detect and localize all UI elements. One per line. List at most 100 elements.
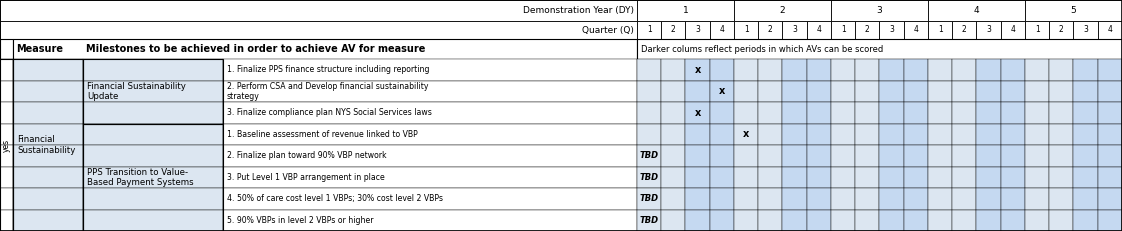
Bar: [1097, 188, 1122, 210]
Text: 3. Finalize compliance plan NYS Social Services laws: 3. Finalize compliance plan NYS Social S…: [227, 108, 432, 117]
Bar: [880, 145, 903, 167]
Bar: [831, 21, 855, 39]
Bar: [831, 167, 855, 188]
Text: 3: 3: [890, 25, 894, 34]
Bar: [223, 102, 637, 124]
Bar: [782, 188, 807, 210]
Bar: [1097, 59, 1122, 80]
Bar: [710, 124, 734, 145]
Bar: [758, 59, 782, 80]
Bar: [83, 59, 223, 80]
Bar: [976, 21, 1001, 39]
Bar: [903, 21, 928, 39]
Bar: [13, 188, 83, 210]
Bar: [1026, 0, 1122, 21]
Bar: [0, 80, 13, 102]
Text: Darker colums reflect periods in which AVs can be scored: Darker colums reflect periods in which A…: [641, 45, 883, 54]
Text: TBD: TBD: [640, 216, 659, 225]
Bar: [953, 80, 976, 102]
Bar: [637, 21, 661, 39]
Bar: [831, 102, 855, 124]
Bar: [782, 59, 807, 80]
Text: Measure: Measure: [16, 44, 63, 54]
Text: 3: 3: [792, 25, 797, 34]
Bar: [855, 21, 880, 39]
Bar: [83, 80, 223, 102]
Bar: [855, 80, 880, 102]
Bar: [880, 124, 903, 145]
Bar: [1026, 167, 1049, 188]
Bar: [758, 124, 782, 145]
Bar: [223, 210, 637, 231]
Text: x: x: [695, 108, 701, 118]
Bar: [758, 21, 782, 39]
Bar: [661, 21, 686, 39]
Bar: [903, 124, 928, 145]
Bar: [953, 167, 976, 188]
Bar: [1074, 21, 1097, 39]
Bar: [976, 59, 1001, 80]
Text: 3: 3: [696, 25, 700, 34]
Bar: [1074, 102, 1097, 124]
Bar: [13, 167, 83, 188]
Bar: [976, 167, 1001, 188]
Bar: [734, 59, 758, 80]
Bar: [734, 0, 831, 21]
Bar: [903, 59, 928, 80]
Bar: [880, 80, 903, 102]
Bar: [855, 102, 880, 124]
Bar: [83, 124, 223, 145]
Bar: [953, 124, 976, 145]
Bar: [1026, 80, 1049, 102]
Bar: [903, 145, 928, 167]
Bar: [903, 80, 928, 102]
Bar: [855, 145, 880, 167]
Bar: [807, 59, 831, 80]
Bar: [953, 59, 976, 80]
Bar: [710, 188, 734, 210]
Bar: [1026, 188, 1049, 210]
Bar: [807, 145, 831, 167]
Bar: [1074, 145, 1097, 167]
Bar: [928, 188, 953, 210]
Text: 5. 90% VBPs in level 2 VBPs or higher: 5. 90% VBPs in level 2 VBPs or higher: [227, 216, 374, 225]
Bar: [661, 124, 686, 145]
Text: TBD: TBD: [640, 194, 659, 203]
Text: 1: 1: [646, 25, 652, 34]
Bar: [903, 188, 928, 210]
Bar: [13, 39, 637, 59]
Bar: [0, 59, 13, 231]
Text: 1. Baseline assessment of revenue linked to VBP: 1. Baseline assessment of revenue linked…: [227, 130, 417, 139]
Bar: [710, 59, 734, 80]
Bar: [686, 145, 710, 167]
Bar: [710, 167, 734, 188]
Bar: [855, 188, 880, 210]
Text: 3: 3: [986, 25, 991, 34]
Bar: [1001, 80, 1026, 102]
Bar: [928, 0, 1026, 21]
Bar: [661, 59, 686, 80]
Text: 2: 2: [780, 6, 785, 15]
Bar: [1049, 80, 1074, 102]
Bar: [831, 59, 855, 80]
Bar: [855, 167, 880, 188]
Bar: [686, 21, 710, 39]
Text: x: x: [743, 129, 749, 139]
Bar: [686, 102, 710, 124]
Bar: [1026, 59, 1049, 80]
Bar: [976, 210, 1001, 231]
Bar: [976, 80, 1001, 102]
Bar: [1049, 145, 1074, 167]
Text: 4: 4: [817, 25, 821, 34]
Bar: [831, 188, 855, 210]
Text: Milestones to be achieved in order to achieve AV for measure: Milestones to be achieved in order to ac…: [86, 44, 425, 54]
Text: 1. Finalize PPS finance structure including reporting: 1. Finalize PPS finance structure includ…: [227, 65, 430, 74]
Bar: [976, 188, 1001, 210]
Bar: [807, 210, 831, 231]
Bar: [0, 59, 13, 80]
Bar: [1049, 102, 1074, 124]
Bar: [1074, 210, 1097, 231]
Bar: [903, 210, 928, 231]
Bar: [758, 145, 782, 167]
Bar: [686, 188, 710, 210]
